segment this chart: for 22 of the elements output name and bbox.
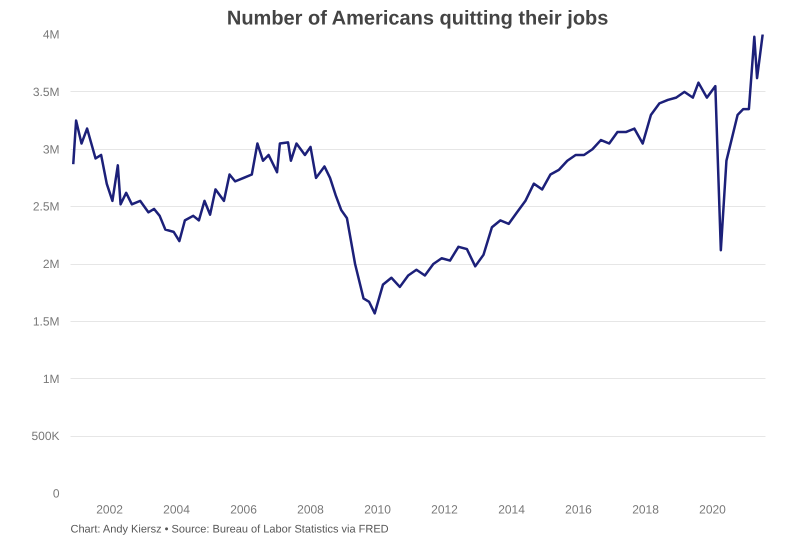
x-tick-label: 2014 [498,502,526,516]
x-tick-label: 2020 [699,502,726,516]
y-tick-label: 500K [31,429,60,444]
y-tick-label: 1.5M [32,314,60,328]
y-tick-label: 2M [42,257,60,271]
x-tick-label: 2006 [230,502,258,516]
x-tick-label: 2004 [163,502,190,516]
x-tick-label: 2012 [431,502,458,516]
x-tick-label: 2010 [364,502,392,516]
chart-title: Number of Americans quitting their jobs [226,8,608,30]
y-tick-label: 4M [42,28,60,42]
x-tick-label: 2008 [297,502,324,516]
x-tick-label: 2002 [96,502,124,516]
y-tick-label: 1M [42,372,60,386]
text: Chart: Andy Kiersz • Source: Bureau of Labor Statistics via FRED [70,524,389,536]
x-tick-label: 2016 [565,502,592,516]
y-tick-label: 2.5M [32,200,60,214]
line-series [72,34,764,315]
y-tick-label: 3.5M [32,84,60,99]
y-tick-label: 3M [42,142,60,156]
x-tick-label: 2018 [632,502,660,516]
y-tick-label: 0 [52,486,60,500]
